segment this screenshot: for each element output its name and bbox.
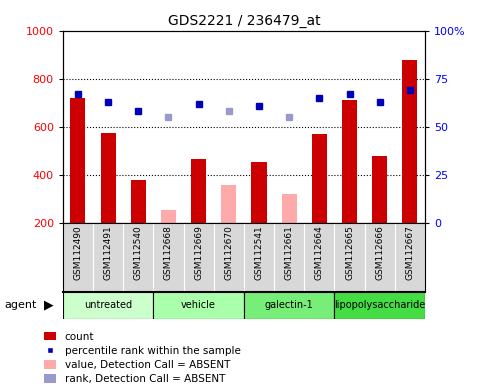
Bar: [334, 292, 425, 319]
Bar: [161, 210, 176, 223]
Text: agent: agent: [5, 300, 37, 310]
Bar: [100, 133, 115, 223]
Text: galectin-1: galectin-1: [265, 300, 313, 310]
Text: GSM112661: GSM112661: [284, 225, 294, 280]
Bar: [342, 100, 357, 223]
Text: GSM112540: GSM112540: [134, 225, 143, 280]
Text: GSM112670: GSM112670: [224, 225, 233, 280]
Bar: [282, 194, 297, 223]
Text: GSM112491: GSM112491: [103, 225, 113, 280]
Text: GSM112666: GSM112666: [375, 225, 384, 280]
Text: GSM112669: GSM112669: [194, 225, 203, 280]
Bar: [402, 60, 417, 223]
Bar: [71, 98, 85, 223]
Text: ▶: ▶: [43, 299, 53, 312]
Text: GSM112541: GSM112541: [255, 225, 264, 280]
Bar: [312, 134, 327, 223]
Bar: [221, 185, 236, 223]
Bar: [191, 159, 206, 223]
Text: vehicle: vehicle: [181, 300, 216, 310]
Title: GDS2221 / 236479_at: GDS2221 / 236479_at: [168, 14, 320, 28]
Bar: [131, 180, 146, 223]
Bar: [244, 292, 334, 319]
Text: GSM112665: GSM112665: [345, 225, 354, 280]
Text: GSM112664: GSM112664: [315, 225, 324, 280]
Text: GSM112667: GSM112667: [405, 225, 414, 280]
Bar: [63, 292, 154, 319]
Bar: [372, 156, 387, 223]
Legend: count, percentile rank within the sample, value, Detection Call = ABSENT, rank, : count, percentile rank within the sample…: [44, 332, 241, 384]
Text: GSM112490: GSM112490: [73, 225, 83, 280]
Text: untreated: untreated: [84, 300, 132, 310]
Bar: [154, 292, 244, 319]
Text: GSM112668: GSM112668: [164, 225, 173, 280]
Text: lipopolysaccharide: lipopolysaccharide: [334, 300, 426, 310]
Bar: [252, 162, 267, 223]
